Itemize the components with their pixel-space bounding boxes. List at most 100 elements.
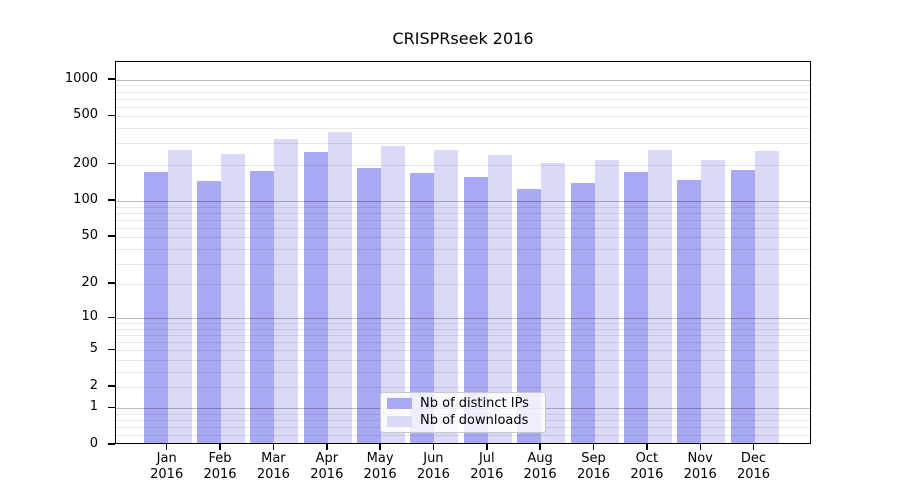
bar-distinct-ips-may xyxy=(357,167,382,443)
y-tick-label-50: 50 xyxy=(81,228,98,244)
x-tick-label-oct: Oct 2016 xyxy=(620,451,674,482)
y-tick-200 xyxy=(108,162,115,165)
x-tick-label-feb: Feb 2016 xyxy=(193,451,247,482)
y-tick-label-100: 100 xyxy=(73,192,98,207)
bar-distinct-ips-apr xyxy=(303,152,328,443)
gridline-50 xyxy=(116,237,810,239)
gridline-2 xyxy=(116,386,810,388)
legend-label-downloads: Nb of downloads xyxy=(420,413,529,429)
gridline-6 xyxy=(116,342,810,344)
x-tick-year-jun: 2016 xyxy=(416,466,450,482)
x-tick-year-sep: 2016 xyxy=(576,466,611,482)
x-tick-year-dec: 2016 xyxy=(736,466,771,482)
x-tick-year-oct: 2016 xyxy=(630,466,664,482)
bar-distinct-ips-oct xyxy=(623,172,648,443)
plot-area xyxy=(115,61,811,444)
bar-downloads-oct xyxy=(647,149,672,443)
gridline-8 xyxy=(116,328,810,330)
y-tick-2 xyxy=(108,385,115,387)
y-tick-label-10: 10 xyxy=(81,309,98,325)
y-tick-label-2: 2 xyxy=(89,377,98,393)
gridline-40 xyxy=(116,248,810,250)
x-tick-label-dec: Dec 2016 xyxy=(727,451,781,482)
bar-downloads-nov xyxy=(701,160,726,443)
bar-downloads-mar xyxy=(274,138,299,443)
x-tick-year-apr: 2016 xyxy=(310,466,344,482)
x-tick-year-mar: 2016 xyxy=(256,466,290,482)
x-tick-label-jun: Jun 2016 xyxy=(406,451,460,482)
gridline-900 xyxy=(116,85,810,87)
legend-swatch-distinct-ips xyxy=(387,398,412,410)
y-tick-10 xyxy=(108,316,115,318)
gridline-500 xyxy=(116,116,810,118)
y-tick-label-5: 5 xyxy=(89,341,98,357)
bar-distinct-ips-nov xyxy=(677,179,702,443)
gridline-600 xyxy=(116,106,810,108)
gridline-400 xyxy=(116,128,810,130)
y-tick-label-1000: 1000 xyxy=(64,70,98,86)
gridline-3 xyxy=(116,371,810,373)
gridline-4 xyxy=(116,359,810,361)
bar-distinct-ips-feb xyxy=(197,181,222,443)
y-tick-0 xyxy=(108,443,115,445)
gridline-5 xyxy=(116,350,810,352)
x-tick-year-feb: 2016 xyxy=(203,466,237,482)
x-tick-may xyxy=(379,444,381,450)
x-tick-oct xyxy=(646,444,648,450)
chart-title: CRISPRseek 2016 xyxy=(392,29,534,48)
x-tick-label-mar: Mar 2016 xyxy=(246,451,300,482)
y-tick-5 xyxy=(108,348,115,350)
x-tick-label-nov: Nov 2016 xyxy=(673,451,727,482)
gridline-800 xyxy=(116,91,810,93)
gridline-90 xyxy=(116,206,810,208)
y-tick-100 xyxy=(108,199,115,201)
x-tick-feb xyxy=(219,444,221,450)
x-tick-year-nov: 2016 xyxy=(683,466,717,482)
x-tick-label-jul: Jul 2016 xyxy=(460,451,514,482)
gridline-1000 xyxy=(116,79,810,81)
bar-downloads-sep xyxy=(594,160,619,443)
x-tick-year-jul: 2016 xyxy=(470,466,504,482)
y-tick-label-20: 20 xyxy=(81,275,98,291)
y-tick-label-200: 200 xyxy=(73,155,98,171)
legend: Nb of distinct IPs Nb of downloads xyxy=(380,392,546,433)
gridline-9 xyxy=(116,323,810,325)
y-tick-label-0: 0 xyxy=(89,436,98,451)
x-tick-mar xyxy=(272,444,275,450)
bar-distinct-ips-jan xyxy=(143,172,168,443)
legend-entry-downloads: Nb of downloads xyxy=(387,413,539,430)
x-tick-label-jan: Jan 2016 xyxy=(140,451,194,482)
gridline-300 xyxy=(116,143,810,145)
gridline-30 xyxy=(116,263,810,265)
x-tick-year-aug: 2016 xyxy=(523,466,557,482)
y-tick-20 xyxy=(108,282,115,284)
y-tick-1000 xyxy=(108,78,115,80)
x-tick-apr xyxy=(326,444,328,450)
gridline-200 xyxy=(116,164,810,166)
gridline-100 xyxy=(116,201,810,202)
x-tick-nov xyxy=(699,444,701,450)
bar-downloads-apr xyxy=(327,132,352,443)
bar-distinct-ips-sep xyxy=(570,182,595,443)
gridline-70 xyxy=(116,219,810,221)
x-tick-jul xyxy=(486,444,488,450)
x-tick-jun xyxy=(432,444,435,450)
x-tick-dec xyxy=(752,444,755,450)
x-tick-aug xyxy=(539,444,541,450)
legend-entry-distinct-ips: Nb of distinct IPs xyxy=(387,395,539,412)
legend-label-distinct-ips: Nb of distinct IPs xyxy=(420,395,529,411)
y-tick-label-500: 500 xyxy=(73,107,98,123)
y-tick-50 xyxy=(108,235,115,237)
gridline-60 xyxy=(116,227,810,229)
x-tick-sep xyxy=(592,444,595,450)
x-tick-label-apr: Apr 2016 xyxy=(300,451,354,482)
gridline-10 xyxy=(116,318,810,320)
bar-distinct-ips-mar xyxy=(250,170,275,443)
bar-downloads-jan xyxy=(167,149,192,443)
bar-downloads-dec xyxy=(754,151,779,443)
x-tick-jan xyxy=(165,444,168,450)
y-tick-label-1: 1 xyxy=(89,399,98,415)
x-tick-label-aug: Aug 2016 xyxy=(513,451,567,482)
gridline-700 xyxy=(116,98,810,100)
